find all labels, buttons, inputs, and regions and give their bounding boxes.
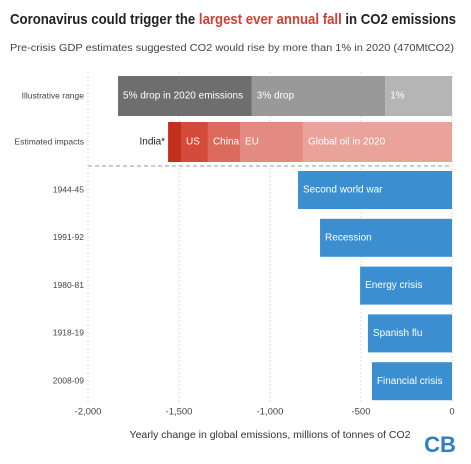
logo: CB — [424, 432, 456, 457]
chart-title: Coronavirus could trigger the largest ev… — [10, 11, 456, 28]
y-tick-label: 2008-09 — [53, 375, 84, 385]
bar-segment — [302, 122, 452, 162]
bar-label: Financial crisis — [377, 376, 443, 387]
bar-label: Second world war — [303, 185, 383, 196]
x-tick-label: 0 — [449, 407, 454, 418]
y-tick-label: Estimated impacts — [15, 136, 84, 146]
segment-label: 1% — [390, 91, 405, 102]
segment-label: Global oil in 2020 — [308, 137, 386, 148]
x-tick-label: -1,500 — [166, 407, 193, 418]
bar — [367, 314, 452, 353]
bar — [320, 218, 452, 257]
x-axis-title: Yearly change in global emissions, milli… — [130, 429, 411, 441]
bar — [298, 171, 452, 209]
bar-label: Spanish flu — [373, 328, 422, 339]
bar-segment — [207, 122, 240, 162]
y-tick-label: Illustrative range — [22, 90, 85, 100]
x-tick-label: -500 — [351, 407, 370, 418]
subtitle: Pre-crisis GDP estimates suggested CO2 w… — [10, 42, 454, 54]
y-tick-label: 1991-92 — [53, 232, 84, 242]
bar — [360, 266, 452, 305]
bar-segment — [181, 122, 208, 162]
segment-label: US — [186, 137, 200, 148]
bar-segment — [118, 76, 252, 116]
bar-segment — [385, 76, 452, 116]
y-tick-label: 1944-45 — [53, 184, 84, 194]
y-tick-label: 1980-81 — [53, 280, 84, 290]
y-tick-label: 1918-19 — [53, 328, 84, 338]
segment-label: 3% drop — [257, 91, 295, 102]
bar-segment — [251, 76, 386, 116]
title-part: in CO2 emissions — [342, 11, 456, 28]
segment-label: 5% drop in 2020 emissions — [123, 91, 243, 102]
bar-label: Energy crisis — [365, 280, 422, 291]
bar-segment — [239, 122, 303, 162]
segment-label: EU — [245, 137, 259, 148]
title-highlight: largest ever annual fall — [199, 11, 342, 28]
x-tick-label: -2,000 — [75, 407, 102, 418]
bar-segment — [168, 122, 182, 162]
bar-label: Recession — [325, 232, 372, 243]
title-part: Coronavirus could trigger the — [10, 11, 199, 28]
bar — [371, 362, 452, 401]
segment-label: India* — [140, 137, 166, 148]
segment-label: China — [213, 137, 240, 148]
x-tick-label: -1,000 — [257, 407, 284, 418]
